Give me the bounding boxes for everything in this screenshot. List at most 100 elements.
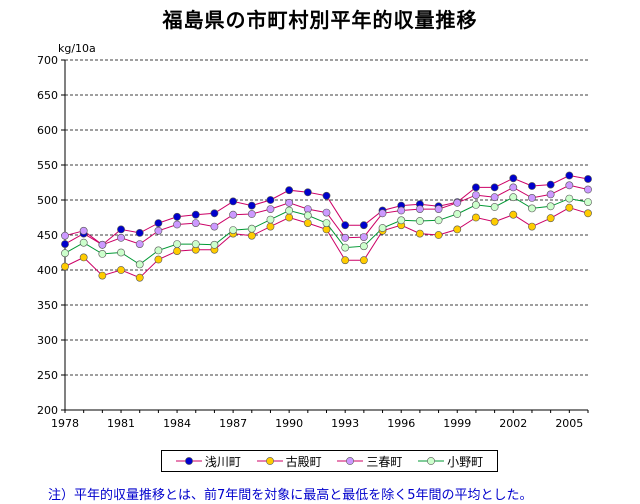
data-point-series-3 — [546, 190, 555, 199]
data-point-series-3 — [98, 240, 107, 249]
legend-label: 三春町 — [366, 454, 403, 469]
data-point-series-3 — [490, 193, 499, 202]
x-tick-label: 2002 — [499, 417, 527, 430]
data-point-series-4 — [229, 226, 238, 234]
data-point-series-4 — [490, 203, 499, 211]
legend-label: 古殿町 — [285, 454, 322, 469]
footnote: 注）平年的収量推移とは、前7年間を対象に最高と最低を除く5年間の平均とした。 — [48, 488, 533, 503]
data-point-series-4 — [359, 242, 368, 251]
data-point-series-1 — [322, 191, 331, 200]
data-point-series-2 — [453, 225, 462, 234]
data-point-series-4 — [565, 194, 574, 203]
x-tick-label: 2005 — [555, 417, 583, 430]
data-point-series-3 — [135, 240, 144, 248]
data-point-series-4 — [117, 248, 125, 257]
data-point-series-3 — [173, 220, 181, 229]
data-point-series-1 — [210, 209, 219, 218]
data-point-series-2 — [61, 262, 69, 271]
data-point-series-3 — [528, 193, 536, 202]
data-point-series-4 — [584, 198, 592, 206]
x-tick-label: 1987 — [219, 417, 247, 430]
tick-labels: 200 250 300 350 400 450 500 550 600 650 700 1978 198… — [37, 54, 583, 430]
data-point-series-2 — [509, 210, 518, 219]
data-point-series-3 — [154, 226, 163, 235]
legend-label: 浅川町 — [204, 454, 241, 469]
data-point-series-1 — [584, 175, 592, 183]
data-point-series-2 — [117, 266, 125, 274]
data-point-series-3 — [285, 198, 294, 207]
data-point-series-2 — [135, 273, 144, 282]
data-point-series-1 — [135, 228, 144, 237]
x-tick-label: 1981 — [107, 417, 135, 430]
data-point-series-4 — [154, 246, 163, 255]
legend-swatch — [418, 457, 445, 465]
data-point-series-4 — [397, 216, 406, 225]
data-point-series-1 — [154, 219, 163, 227]
data-point-series-3 — [453, 198, 462, 207]
data-point-series-2 — [247, 231, 256, 240]
data-point-series-3 — [210, 222, 219, 231]
data-point-series-3 — [565, 181, 574, 190]
legend-swatch — [175, 457, 202, 465]
data-point-series-2 — [98, 271, 107, 280]
grid-lines — [65, 59, 588, 376]
x-tick-label: 1978 — [51, 417, 79, 430]
data-point-series-3 — [79, 226, 88, 235]
data-point-series-1 — [490, 183, 499, 192]
data-point-series-1 — [191, 210, 200, 219]
data-point-series-2 — [472, 213, 480, 222]
data-point-series-1 — [173, 212, 181, 221]
legend-item-1: 浅川町 — [175, 453, 241, 470]
data-point-series-2 — [490, 217, 499, 226]
data-point-series-3 — [341, 233, 350, 242]
x-tick-label: 1984 — [163, 417, 191, 430]
y-tick-label: 200 — [37, 404, 58, 417]
data-point-series-1 — [229, 197, 238, 206]
data-point-series-4 — [434, 216, 443, 225]
data-point-series-2 — [565, 203, 574, 212]
y-tick-label: 550 — [37, 159, 58, 172]
data-point-series-2 — [303, 219, 312, 227]
data-point-series-4 — [303, 211, 312, 220]
data-point-series-4 — [191, 240, 200, 248]
data-point-series-3 — [117, 233, 125, 242]
data-point-series-3 — [266, 205, 275, 213]
chart-title: 福島県の市町村別平年的収量推移 — [162, 8, 478, 32]
data-point-series-2 — [415, 229, 424, 238]
legend-label: 小野町 — [447, 454, 484, 469]
data-point-series-4 — [135, 260, 144, 269]
legend-item-2: 古殿町 — [256, 453, 322, 470]
data-point-series-4 — [210, 240, 219, 249]
series-markers — [61, 171, 592, 282]
y-tick-label: 600 — [37, 124, 58, 137]
data-point-series-4 — [61, 249, 69, 258]
data-point-series-4 — [528, 204, 536, 213]
data-point-series-3 — [378, 209, 387, 218]
data-point-series-3 — [359, 233, 368, 241]
data-point-series-1 — [528, 182, 536, 190]
data-point-series-4 — [98, 249, 107, 258]
data-point-series-1 — [61, 240, 69, 248]
legend-swatch — [256, 457, 283, 465]
data-point-series-2 — [434, 231, 443, 239]
data-point-series-2 — [154, 255, 163, 264]
data-point-series-3 — [584, 185, 592, 194]
data-point-series-4 — [378, 224, 387, 232]
x-tick-label: 1993 — [331, 417, 359, 430]
data-point-series-1 — [565, 171, 574, 180]
data-point-series-3 — [434, 205, 443, 213]
y-tick-label: 700 — [37, 54, 58, 67]
x-tick-label: 1996 — [387, 417, 415, 430]
y-axis-unit-label: kg/10a — [58, 42, 96, 55]
data-point-series-3 — [415, 205, 424, 213]
legend-item-4: 小野町 — [418, 453, 483, 470]
data-point-series-2 — [584, 209, 592, 218]
x-tick-label: 1990 — [275, 417, 303, 430]
data-point-series-4 — [472, 200, 480, 209]
data-point-series-2 — [546, 214, 555, 223]
data-point-series-2 — [266, 222, 275, 231]
data-point-series-4 — [509, 193, 518, 202]
data-point-series-3 — [191, 219, 200, 227]
data-point-series-1 — [266, 196, 275, 204]
